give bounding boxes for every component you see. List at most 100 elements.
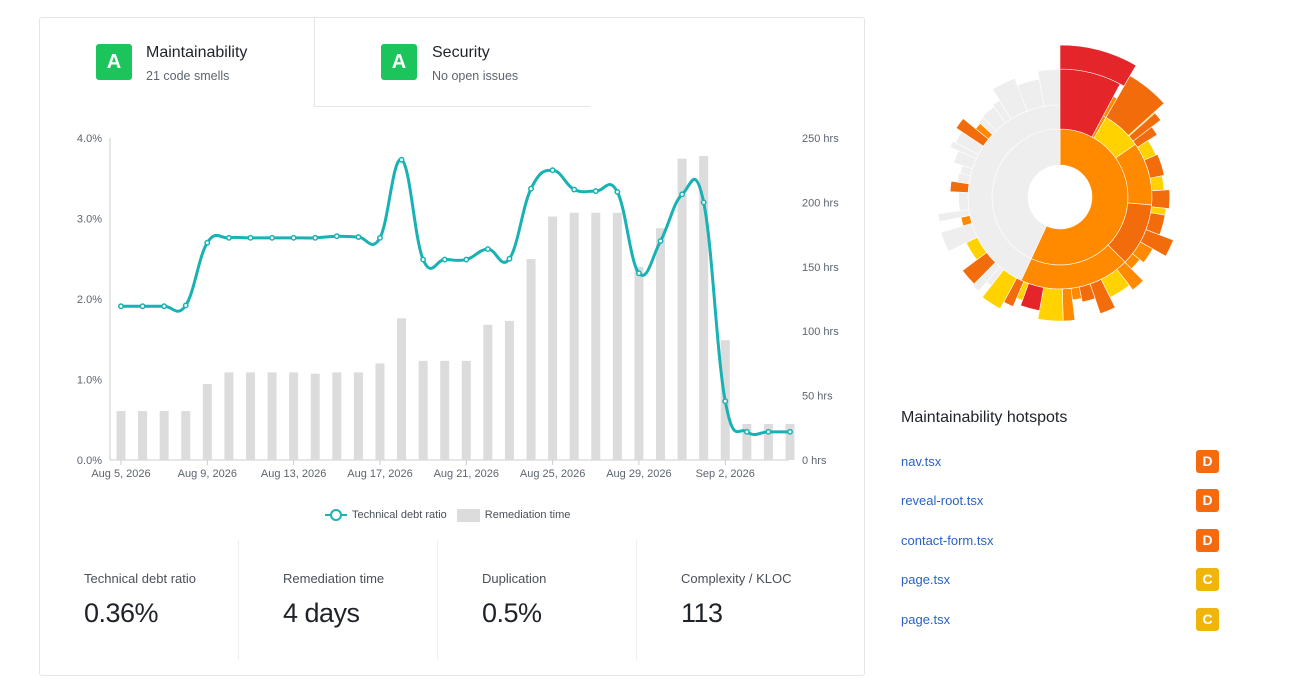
sunburst-segment[interactable] bbox=[1149, 175, 1165, 192]
remediation-bar bbox=[569, 212, 579, 460]
remediation-bar bbox=[785, 423, 795, 460]
remediation-bar bbox=[418, 360, 428, 460]
hotspot-file-link[interactable]: contact-form.tsx bbox=[901, 533, 994, 548]
debt-ratio-point bbox=[398, 156, 405, 163]
sunburst-segment[interactable] bbox=[958, 191, 970, 212]
remediation-bar bbox=[159, 411, 169, 460]
hotspot-file-link[interactable]: nav.tsx bbox=[901, 454, 942, 469]
maintainability-sunburst[interactable] bbox=[895, 32, 1225, 362]
hotspot-grade-badge: D bbox=[1196, 450, 1219, 473]
debt-ratio-point bbox=[182, 302, 189, 309]
remediation-bar bbox=[245, 372, 255, 460]
remediation-bar bbox=[677, 158, 687, 460]
hotspot-item: reveal-root.tsx D bbox=[901, 489, 1219, 513]
tab-title: Security bbox=[432, 44, 490, 61]
legend-label: Remediation time bbox=[484, 509, 571, 521]
hotspot-file-link[interactable]: reveal-root.tsx bbox=[901, 493, 984, 508]
y-right-tick-label: 250 hrs bbox=[802, 133, 839, 145]
tab-maintainability[interactable]: A Maintainability 21 code smells bbox=[40, 18, 314, 107]
debt-ratio-point bbox=[247, 234, 254, 241]
security-grade-badge: A bbox=[381, 44, 417, 80]
hotspot-item: page.tsx C bbox=[901, 608, 1219, 632]
tab-subtitle: No open issues bbox=[432, 69, 519, 83]
remediation-bar bbox=[116, 411, 126, 460]
debt-ratio-point bbox=[441, 256, 448, 263]
metric-debt-ratio: Technical debt ratio 0.36% bbox=[40, 540, 239, 660]
hotspot-file-link[interactable]: page.tsx bbox=[901, 612, 951, 627]
debt-ratio-point bbox=[161, 303, 168, 310]
tab-security[interactable]: A Security No open issues bbox=[314, 18, 590, 107]
x-tick-label: Aug 17, 2026 bbox=[347, 468, 412, 480]
hotspot-file-link[interactable]: page.tsx bbox=[901, 572, 951, 587]
debt-ratio-point bbox=[722, 398, 729, 405]
x-tick-label: Aug 21, 2026 bbox=[434, 468, 499, 480]
y-left-tick-label: 1.0% bbox=[77, 375, 102, 387]
y-right-tick-label: 100 hrs bbox=[802, 326, 839, 338]
debt-ratio-point bbox=[506, 255, 513, 262]
remediation-bar bbox=[267, 372, 277, 460]
debt-ratio-point bbox=[225, 234, 232, 241]
y-left-tick-label: 0.0% bbox=[77, 455, 102, 467]
chart-legend: Technical debt ratio Remediation time bbox=[325, 507, 580, 523]
hotspot-grade-badge: C bbox=[1196, 608, 1219, 631]
debt-ratio-point bbox=[312, 234, 319, 241]
debt-ratio-point bbox=[743, 428, 750, 435]
metric-value: 4 days bbox=[283, 598, 360, 628]
debt-ratio-line bbox=[121, 158, 790, 437]
x-tick-label: Aug 29, 2026 bbox=[606, 468, 671, 480]
hotspot-grade-badge: D bbox=[1196, 529, 1219, 552]
remediation-bar bbox=[440, 360, 450, 460]
y-right-tick-label: 50 hrs bbox=[802, 391, 833, 403]
sunburst-segment[interactable] bbox=[1151, 189, 1171, 210]
tab-title: Maintainability bbox=[146, 44, 248, 61]
y-right-tick-label: 150 hrs bbox=[802, 262, 839, 274]
metric-label: Duplication bbox=[482, 571, 547, 586]
remediation-bar bbox=[375, 363, 385, 460]
metric-remediation-time: Remediation time 4 days bbox=[239, 540, 438, 660]
remediation-bar bbox=[483, 324, 493, 460]
remediation-bar bbox=[289, 372, 299, 460]
debt-ratio-point bbox=[700, 199, 707, 206]
hotspot-grade-badge: C bbox=[1196, 568, 1219, 591]
hotspot-item: nav.tsx D bbox=[901, 450, 1219, 474]
debt-ratio-point bbox=[592, 188, 599, 195]
y-left-tick-label: 3.0% bbox=[77, 214, 102, 226]
hotspot-grade-badge: D bbox=[1196, 489, 1219, 512]
remediation-bar bbox=[612, 212, 622, 460]
remediation-bar bbox=[138, 411, 148, 460]
debt-ratio-point bbox=[635, 270, 642, 277]
line-marker-icon bbox=[325, 508, 347, 522]
remediation-bar bbox=[634, 266, 644, 460]
metrics-row: Technical debt ratio 0.36% Remediation t… bbox=[40, 540, 866, 660]
debt-ratio-point bbox=[290, 234, 297, 241]
hotspot-item: contact-form.tsx D bbox=[901, 529, 1219, 553]
remediation-bar bbox=[656, 228, 666, 460]
debt-ratio-point bbox=[377, 234, 383, 241]
debt-ratio-point bbox=[657, 238, 664, 244]
debt-ratio-point bbox=[463, 256, 470, 263]
remediation-bar bbox=[742, 423, 752, 460]
y-left-tick-label: 2.0% bbox=[77, 294, 102, 306]
y-left-tick-label: 4.0% bbox=[77, 133, 102, 145]
tab-subtitle: 21 code smells bbox=[146, 69, 230, 83]
remediation-bar bbox=[548, 216, 558, 460]
legend-item-debt-ratio[interactable]: Technical debt ratio bbox=[325, 508, 447, 522]
y-right-tick-label: 200 hrs bbox=[802, 197, 839, 209]
debt-ratio-point bbox=[139, 303, 146, 310]
debt-ratio-point bbox=[484, 246, 491, 253]
sunburst-segment[interactable] bbox=[1105, 75, 1165, 136]
x-tick-label: Sep 2, 2026 bbox=[696, 468, 755, 480]
legend-item-remediation[interactable]: Remediation time bbox=[456, 508, 571, 522]
remediation-bar bbox=[181, 411, 191, 460]
remediation-bar bbox=[699, 156, 709, 461]
remediation-bar bbox=[310, 373, 320, 460]
debt-ratio-point bbox=[787, 428, 793, 435]
metric-label: Technical debt ratio bbox=[84, 571, 197, 586]
debt-ratio-point bbox=[549, 167, 556, 174]
metric-label: Complexity / KLOC bbox=[681, 571, 792, 586]
remediation-bar bbox=[224, 372, 234, 460]
remediation-bar bbox=[526, 259, 536, 460]
metric-complexity: Complexity / KLOC 113 bbox=[637, 540, 836, 660]
remediation-bar bbox=[504, 320, 514, 460]
x-tick-label: Aug 25, 2026 bbox=[520, 468, 585, 480]
